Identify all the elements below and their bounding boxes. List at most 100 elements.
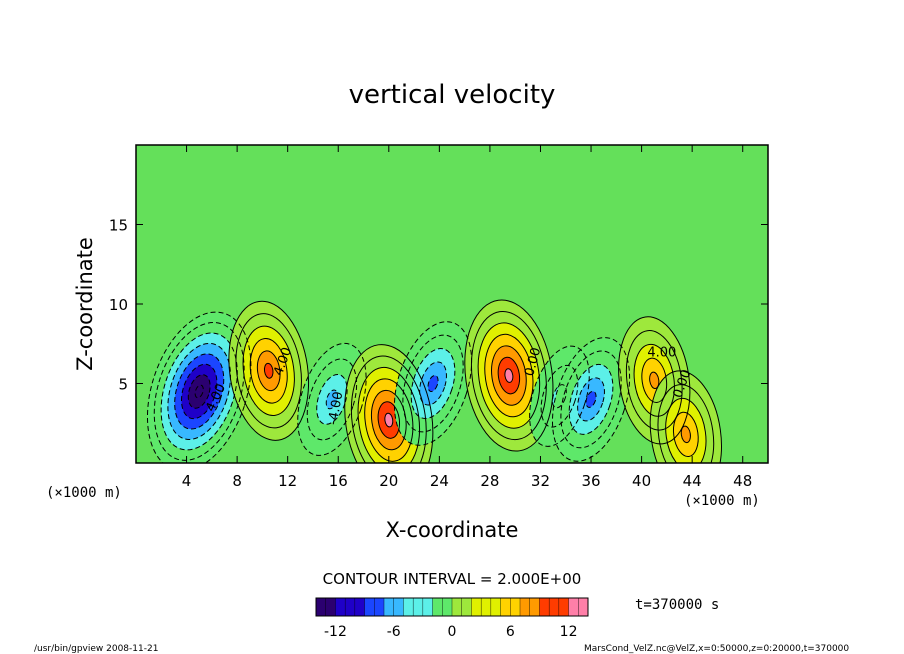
- contour-3-0: [344, 344, 434, 463]
- colorbar-tick-label-4: 12: [560, 624, 578, 640]
- chart-title: vertical velocity: [349, 80, 556, 110]
- colorbar-cell-4: [354, 597, 366, 617]
- contour-1-3: [249, 337, 288, 404]
- x-axis-label: X-coordinate: [386, 518, 519, 542]
- x-unit-left: (×1000 m): [46, 485, 122, 501]
- contour-label-4: 4.00: [647, 345, 676, 360]
- x-tick-label-1: 8: [232, 472, 242, 490]
- contour-7-3: [577, 377, 605, 422]
- contour-1-2: [242, 325, 295, 416]
- feature-7-level-4: [586, 391, 597, 408]
- x-tick-label-8: 36: [581, 472, 600, 490]
- contour-8-2: [633, 343, 675, 417]
- contour-0-6: [187, 374, 211, 409]
- contour-9-1: [657, 384, 715, 463]
- contour-label-3: 0.00: [522, 346, 544, 378]
- colorbar-cell-24: [548, 597, 560, 617]
- time-text: t=370000 s: [635, 597, 719, 613]
- contour-5-1: [470, 310, 547, 441]
- colorbar-cell-15: [461, 597, 472, 617]
- contour-3-3: [364, 378, 414, 462]
- colorbar-cell-0: [315, 597, 327, 617]
- contour-2-1: [306, 358, 358, 441]
- colorbar-cell-13: [442, 597, 453, 617]
- colorbar-cell-2: [335, 597, 346, 617]
- contour-4-3: [419, 361, 447, 406]
- colorbar-cell-8: [393, 597, 404, 617]
- colorbar-cell-14: [451, 597, 463, 617]
- contour-2-0: [297, 342, 367, 456]
- contour-8-0: [618, 316, 691, 445]
- contour-4-2: [410, 348, 456, 419]
- contour-4-0: [393, 321, 473, 446]
- contour-8-3: [641, 357, 668, 403]
- colorbar-cell-18: [490, 597, 502, 617]
- contour-7-2: [568, 363, 614, 435]
- feature-3-level-6: [384, 413, 393, 427]
- contour-0-3: [167, 342, 232, 440]
- colorbar-cell-23: [539, 597, 550, 617]
- contour-0-4: [174, 353, 225, 430]
- colorbar-tick-label-2: 0: [448, 624, 457, 640]
- contour-7-0: [551, 337, 631, 462]
- x-unit-right: (×1000 m): [684, 493, 760, 509]
- x-tick-label-9: 40: [632, 472, 651, 490]
- colorbar-tick-label-3: 6: [506, 624, 515, 640]
- colorbar-cell-5: [364, 597, 375, 617]
- contour-interval-text: CONTOUR INTERVAL = 2.000E+00: [323, 570, 582, 588]
- footer-left: /usr/bin/gpview 2008-11-21: [34, 644, 158, 654]
- x-tick-label-11: 48: [733, 472, 752, 490]
- x-tick-label-2: 12: [278, 472, 297, 490]
- colorbar-cell-16: [471, 597, 482, 617]
- colorbar-tick-label-1: -6: [387, 624, 401, 640]
- x-tick-label-3: 16: [329, 472, 348, 490]
- plot-area: 4.004.00-4.000.00 4.000.00: [135, 144, 769, 464]
- colorbar-cell-25: [558, 597, 570, 617]
- colorbar-cell-20: [510, 597, 521, 617]
- contour-0-2: [160, 332, 238, 451]
- x-tick-label-4: 20: [379, 472, 398, 490]
- footer-right: MarsCond_VelZ.nc@VelZ,x=0:50000,z=0:2000…: [584, 644, 849, 654]
- y-axis-label: Z-coordinate: [73, 237, 97, 371]
- contour-0-0: [146, 311, 252, 463]
- colorbar-cell-10: [412, 597, 424, 617]
- x-tick-label-5: 24: [430, 472, 449, 490]
- contour-0-7: [194, 384, 204, 399]
- contour-4-4: [427, 374, 439, 393]
- contour-6-2: [552, 384, 567, 409]
- contour-1-5: [263, 362, 274, 379]
- colorbar-cell-12: [432, 597, 443, 617]
- colorbar-cell-9: [403, 597, 414, 617]
- colorbar-cell-7: [383, 597, 395, 617]
- colorbar-cell-17: [480, 597, 492, 617]
- contour-9-3: [672, 411, 699, 458]
- colorbar-cell-19: [500, 597, 511, 617]
- contour-0-5: [181, 363, 218, 420]
- contour-1-0: [228, 300, 310, 441]
- contour-7-1: [560, 350, 622, 449]
- x-tick-label-0: 4: [182, 472, 192, 490]
- feature-9-level-4: [681, 426, 691, 443]
- y-tick-label-1: 10: [109, 296, 128, 314]
- feature-4-level-4: [428, 375, 439, 392]
- colorbar-cell-11: [422, 597, 434, 617]
- contour-5-0: [464, 299, 554, 452]
- colorbar-cell-3: [344, 597, 356, 617]
- contour-9-0: [649, 370, 722, 463]
- contour-8-4: [649, 371, 660, 390]
- feature-2-level-3: [326, 390, 338, 409]
- contour-1-4: [256, 350, 281, 392]
- colorbar-frame: [315, 597, 589, 617]
- contour-9-4: [680, 425, 691, 444]
- feature-0-level-7: [195, 385, 204, 398]
- colorbar-cell-21: [519, 597, 531, 617]
- x-tick-label-6: 28: [480, 472, 499, 490]
- colorbar-tick-label-0: -12: [324, 624, 347, 640]
- contour-3-1: [350, 355, 427, 463]
- colorbar-cell-26: [568, 597, 579, 617]
- contour-8-1: [625, 330, 683, 431]
- feature-5-level-6: [504, 368, 513, 383]
- contour-5-4: [491, 345, 527, 406]
- x-tick-label-7: 32: [531, 472, 550, 490]
